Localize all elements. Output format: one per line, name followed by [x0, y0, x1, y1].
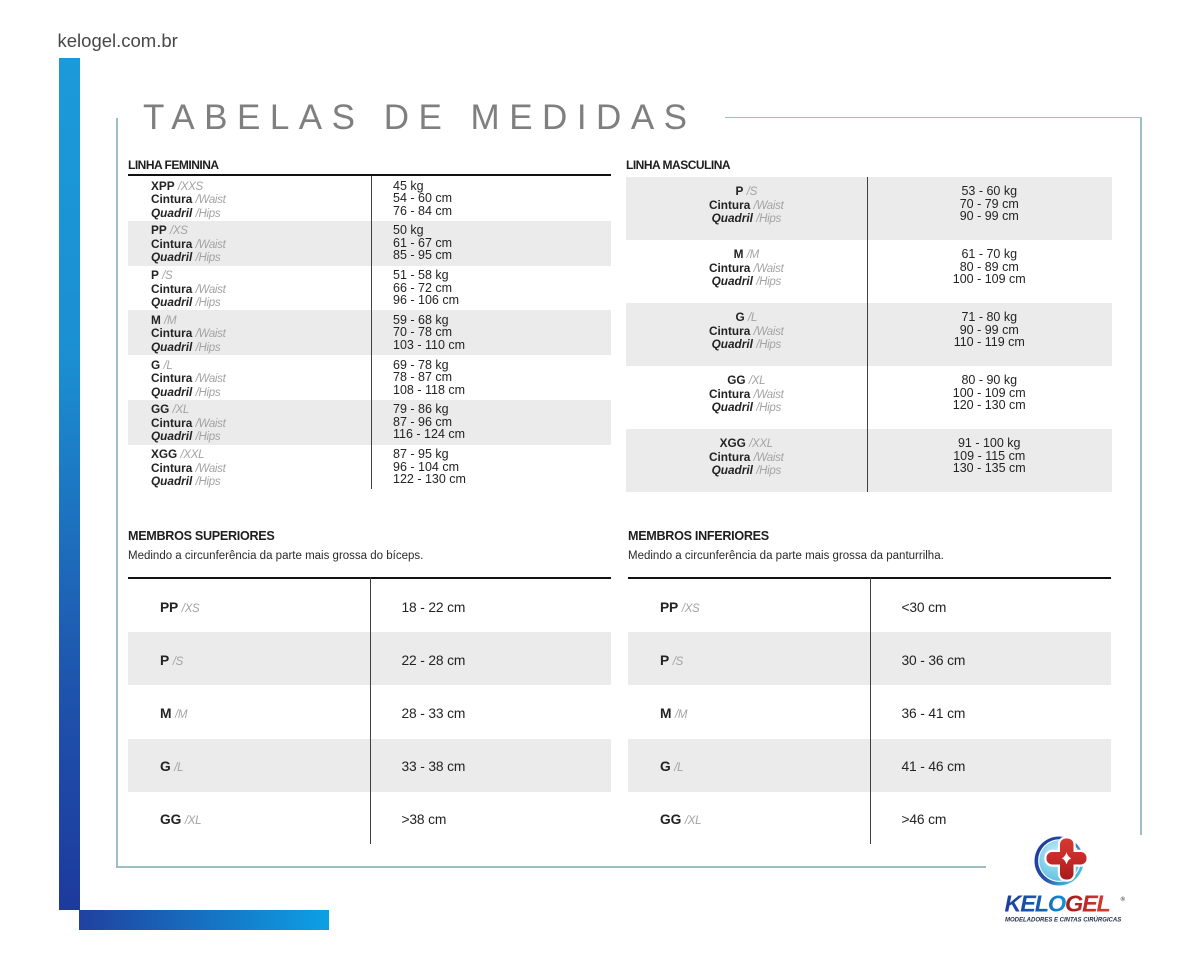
svg-text:KELOGEL: KELOGEL [1005, 891, 1110, 917]
svg-text:®: ® [1121, 896, 1126, 903]
svg-text:MODELADORES E CINTAS CIRÚRGICA: MODELADORES E CINTAS CIRÚRGICAS [1005, 917, 1121, 924]
